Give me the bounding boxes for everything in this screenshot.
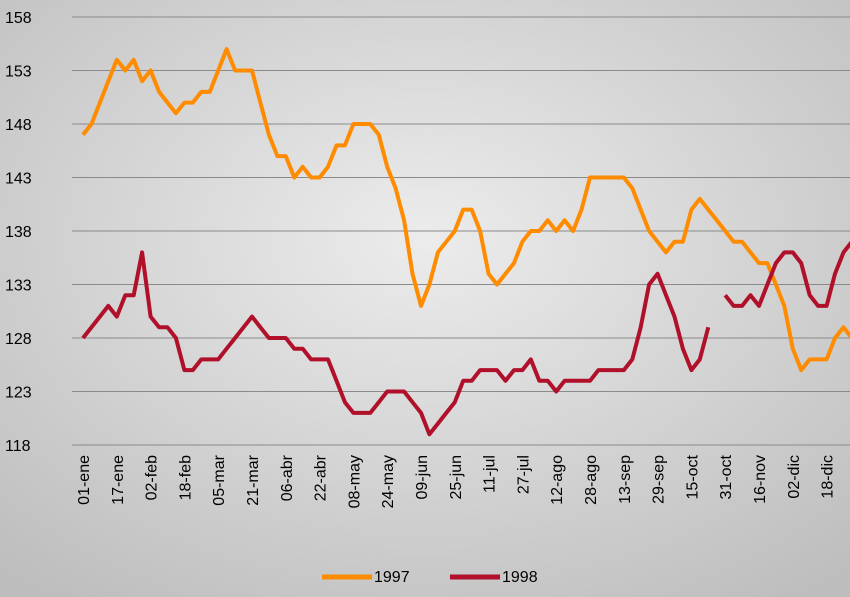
- x-tick-label: 12-ago: [549, 455, 566, 505]
- y-tick-label: 153: [5, 64, 32, 81]
- x-tick-label: 11-jul: [482, 455, 499, 493]
- x-tick-label: 15-oct: [684, 454, 701, 499]
- y-tick-label: 148: [5, 117, 32, 134]
- x-tick-label: 01-ene: [76, 455, 93, 505]
- x-tick-label: 16-nov: [752, 455, 769, 504]
- x-tick-label: 22-abr: [313, 454, 330, 501]
- x-tick-label: 21-mar: [245, 454, 262, 505]
- y-tick-label: 158: [5, 10, 32, 27]
- x-tick-label: 06-abr: [279, 454, 296, 501]
- x-tick-label: 31-oct: [718, 454, 735, 499]
- y-tick-label: 123: [5, 385, 32, 402]
- x-tick-label: 18-dic: [820, 455, 837, 499]
- x-tick-label: 24-may: [380, 455, 397, 508]
- x-tick-label: 13-sep: [617, 455, 634, 504]
- y-tick-label: 143: [5, 171, 32, 188]
- data-line: [81, 47, 850, 373]
- x-tick-label: 28-ago: [583, 455, 600, 505]
- y-tick-label: 138: [5, 224, 32, 241]
- x-tick-label: 02-dic: [786, 455, 803, 499]
- x-tick-label: 29-sep: [651, 455, 668, 504]
- legend-label: 1997: [374, 569, 410, 586]
- x-tick-label: 27-jul: [515, 455, 532, 494]
- x-tick-label: 02-feb: [144, 455, 161, 500]
- x-tick-label: 09-jun: [414, 455, 431, 499]
- legend-label: 1998: [502, 569, 538, 586]
- y-tick-label: 128: [5, 331, 32, 348]
- x-tick-label: 17-ene: [110, 455, 127, 505]
- x-tick-label: 18-feb: [177, 455, 194, 500]
- x-tick-label: 05-mar: [211, 454, 228, 505]
- data-line: [81, 240, 850, 437]
- x-tick-label: 25-jun: [448, 455, 465, 499]
- y-tick-label: 118: [5, 438, 31, 455]
- y-tick-label: 133: [5, 278, 32, 295]
- x-tick-label: 08-may: [346, 455, 363, 508]
